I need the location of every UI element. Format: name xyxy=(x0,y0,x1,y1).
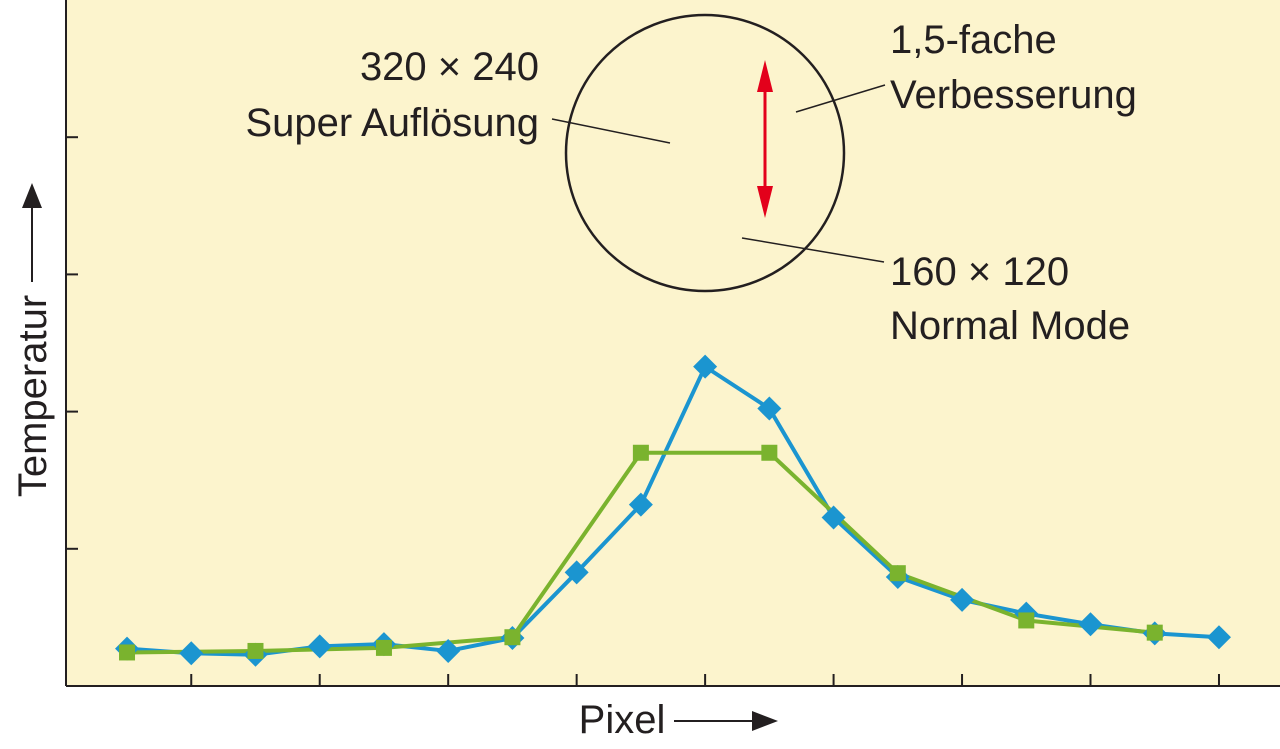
series-0-point xyxy=(307,634,332,659)
plot-area xyxy=(66,0,1280,686)
y-axis-arrow xyxy=(22,183,42,282)
series-1-point xyxy=(119,644,136,661)
annotation-normal-line2: Normal Mode xyxy=(890,304,1130,348)
series-1-point xyxy=(889,565,906,582)
series-1-point xyxy=(1018,612,1035,629)
series-1-point xyxy=(1146,624,1163,641)
highlight-circle xyxy=(564,13,846,293)
y-axis-label: Temperatur xyxy=(11,295,55,497)
series-0-point xyxy=(1078,612,1103,637)
x-axis-label: Pixel xyxy=(579,698,666,742)
series-0-point xyxy=(757,396,782,421)
series-1-point xyxy=(504,629,521,646)
series-1-point xyxy=(247,642,264,659)
leader-line-super xyxy=(551,118,671,144)
series-0-point xyxy=(436,638,461,663)
series-1-point xyxy=(761,444,778,461)
annotation-super-line1: 320 × 240 xyxy=(360,45,539,89)
series-0-point xyxy=(821,505,846,530)
series-1-point xyxy=(632,444,649,461)
improvement-arrow xyxy=(757,60,773,218)
annotation-super-line2: Super Auflösung xyxy=(245,101,539,145)
leader-line-improvement xyxy=(795,84,886,113)
x-axis-arrow xyxy=(674,711,778,731)
series-0-point xyxy=(564,560,589,585)
annotation-normal-line1: 160 × 120 xyxy=(890,250,1069,294)
leader-line-normal xyxy=(741,237,885,263)
series-layer xyxy=(115,354,1231,667)
series-0-point xyxy=(950,587,975,612)
annotation-improvement-line2: Verbesserung xyxy=(890,73,1137,117)
series-1-point xyxy=(375,639,392,656)
annotation-improvement-line1: 1,5-fache xyxy=(890,18,1057,62)
axes xyxy=(65,0,1280,687)
series-0-point xyxy=(179,641,204,666)
series-0-point xyxy=(693,354,718,379)
series-0-point xyxy=(628,492,653,517)
series-0-point xyxy=(1206,625,1231,650)
